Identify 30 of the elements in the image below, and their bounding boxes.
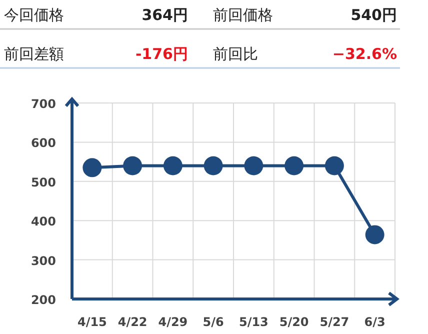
x-tick-label: 5/13 [238,315,268,329]
x-tick-label: 5/27 [320,315,350,329]
point [324,156,344,176]
y-tick-label: 400 [30,214,56,229]
text: −32.6% [332,45,397,63]
text: 540円 [350,6,397,24]
text: -176円 [135,45,188,63]
point [244,156,264,176]
y-tick-label: 600 [30,136,56,150]
text: 前回比 [213,45,258,63]
y-tick-label: 700 [30,97,56,111]
x-tick-label: 5/6 [202,315,224,329]
x-tick-label: 6/3 [364,315,386,329]
text: 今回価格 [4,6,64,24]
point [284,156,304,176]
text: 364円 [142,6,188,24]
y-tick-label: 500 [30,175,56,190]
y-tick-label: 300 [30,254,56,268]
x-tick-label: 5/20 [279,315,309,329]
x-tick-label: 4/22 [118,315,148,329]
x-tick-label: 4/15 [77,315,107,329]
y-tick-label: 200 [30,293,56,307]
text: 前回差額 [4,45,64,63]
point [123,156,142,176]
x-tick-label: 4/29 [158,315,188,329]
text: 前回価格 [213,6,273,24]
point [365,225,384,244]
point [82,158,102,178]
point [163,156,182,176]
point [204,156,223,176]
